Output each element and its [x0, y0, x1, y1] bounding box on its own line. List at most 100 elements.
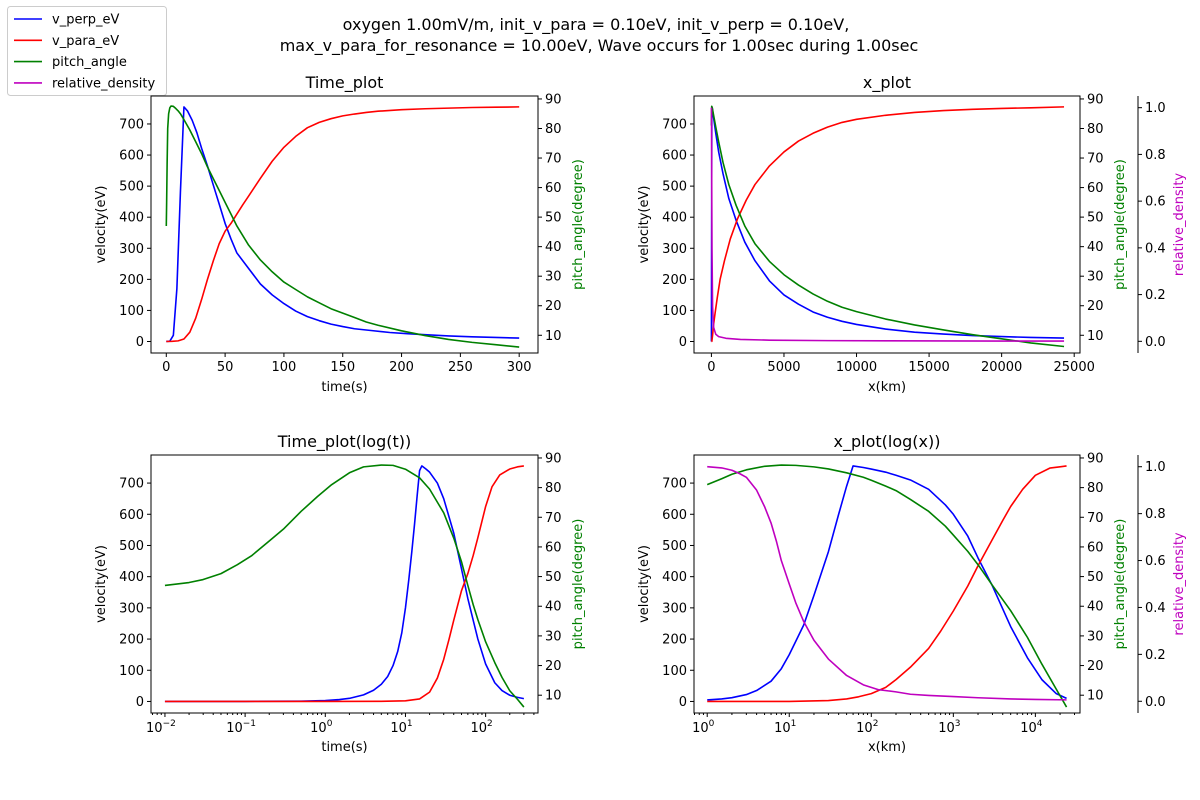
y-tick-label: 200	[662, 633, 687, 648]
y2-axis-label: pitch_angle(degree)	[571, 519, 586, 650]
legend-box	[7, 6, 167, 96]
y2-tick-label: 70	[1087, 511, 1104, 526]
x-tick-label: 250	[448, 360, 473, 375]
y3-tick-label: 0.8	[1145, 148, 1166, 163]
y-tick-label: 300	[662, 242, 687, 257]
axes-frame	[693, 95, 1081, 354]
y2-tick-label: 90	[545, 92, 562, 107]
y3-tick-label: 0.2	[1145, 648, 1166, 663]
chart-panel-4: x_plot(log(x))100 101 102 103 104x(km)010020…	[637, 432, 1187, 755]
series-line-v-para-eV	[711, 106, 1065, 343]
y-tick-label: 0	[136, 335, 144, 350]
x-tick-exponent: 4	[1037, 719, 1043, 729]
y2-tick-label: 80	[545, 481, 562, 496]
x-tick-label: 200	[389, 360, 414, 375]
x-axis-label: x(km)	[868, 380, 906, 395]
y2-tick-label: 70	[545, 511, 562, 526]
x-tick-exponent: −2	[163, 719, 176, 729]
y3-tick-label: 0.8	[1145, 507, 1166, 522]
series-line-v-para-eV	[164, 465, 524, 703]
legend-label-v-para-eV: v_para_eV	[52, 34, 119, 49]
series-group	[710, 105, 1065, 348]
y2-tick-label: 40	[1087, 600, 1104, 615]
x-axis-label: time(s)	[321, 740, 367, 755]
series-line-pitch-angle	[706, 464, 1068, 708]
y2-tick-label: 10	[1087, 329, 1104, 344]
x-tick-exponent: 0	[709, 719, 715, 729]
x-tick-label: 103	[938, 719, 960, 736]
y-axis-label: velocity(eV)	[94, 545, 109, 623]
suptitle-line1: oxygen 1.00mV/m, init_v_para = 0.10eV, i…	[343, 15, 850, 35]
x-tick-label: 10−2	[146, 719, 176, 736]
x-tick-exponent: 2	[873, 719, 879, 729]
y-tick-label: 100	[662, 304, 687, 319]
y2-tick-label: 80	[545, 122, 562, 137]
y2-tick-label: 70	[1087, 152, 1104, 167]
y2-tick-label: 10	[545, 689, 562, 704]
x-tick-label: 50	[217, 360, 234, 375]
x-tick-label: 101	[774, 719, 796, 736]
series-line-v-perp-eV	[710, 106, 1065, 342]
y-tick-label: 200	[119, 633, 144, 648]
x-tick-label: 10−1	[226, 719, 256, 736]
y2-tick-label: 20	[545, 659, 562, 674]
legend-label-relative-density: relative_density	[52, 76, 156, 91]
y2-tick-label: 50	[545, 570, 562, 585]
series-line-v-para-eV	[166, 106, 520, 343]
series-line-relative-density	[707, 465, 1067, 701]
y2-tick-label: 50	[545, 211, 562, 226]
series-line-pitch-angle	[710, 105, 1065, 348]
y2-tick-label: 50	[1087, 570, 1104, 585]
chart-panel-3: Time_plot(log(t))10−2 10−1 100 101 102time(s…	[94, 432, 586, 755]
y2-axis-label: pitch_angle(degree)	[571, 159, 586, 290]
x-tick-label: 101	[390, 719, 412, 736]
x-tick-label: 25000	[1054, 360, 1095, 375]
y2-axis-label: pitch_angle(degree)	[1113, 159, 1128, 290]
x-tick-exponent: 2	[487, 719, 493, 729]
x-tick-label: 104	[1020, 719, 1043, 736]
panel-title: Time_plot	[305, 73, 384, 93]
y3-tick-label: 0.4	[1145, 601, 1166, 616]
y-tick-label: 200	[662, 273, 687, 288]
legend-label-pitch-angle: pitch_angle	[52, 55, 127, 70]
x-tick-label: 20000	[981, 360, 1022, 375]
y2-tick-label: 30	[1087, 629, 1104, 644]
x-tick-exponent: 3	[955, 719, 961, 729]
y-tick-label: 600	[662, 508, 687, 523]
y2-tick-label: 60	[545, 181, 562, 196]
y2-tick-label: 50	[1087, 211, 1104, 226]
axes-frame	[150, 95, 539, 354]
x-tick-label: 300	[507, 360, 532, 375]
x-axis-label: time(s)	[321, 380, 367, 395]
y3-tick-label: 0.2	[1145, 288, 1166, 303]
y2-tick-label: 20	[545, 299, 562, 314]
y2-tick-label: 40	[545, 600, 562, 615]
y-tick-label: 0	[679, 335, 687, 350]
y-tick-label: 700	[119, 477, 144, 492]
y3-axis-label: relative_density	[1172, 173, 1187, 277]
y-tick-label: 500	[119, 180, 144, 195]
y2-tick-label: 30	[1087, 270, 1104, 285]
y2-tick-label: 10	[1087, 689, 1104, 704]
x-tick-exponent: 0	[327, 719, 333, 729]
figure-legend: v_perp_eV v_para_eV pitch_angle relative_de…	[7, 6, 167, 96]
y-tick-label: 300	[662, 601, 687, 616]
y3-tick-label: 0.0	[1145, 695, 1166, 710]
x-tick-exponent: 1	[407, 719, 413, 729]
x-tick-label: 102	[856, 719, 878, 736]
y2-tick-label: 80	[1087, 122, 1104, 137]
x-tick-label: 10000	[836, 360, 877, 375]
y-tick-label: 400	[119, 211, 144, 226]
series-line-v-perp-eV	[166, 106, 520, 343]
series-line-relative-density	[710, 107, 1065, 342]
y-tick-label: 400	[119, 570, 144, 585]
y-axis-label: velocity(eV)	[637, 545, 652, 623]
y-tick-label: 300	[119, 242, 144, 257]
x-tick-label: 100	[692, 719, 715, 736]
y2-tick-label: 60	[545, 540, 562, 555]
x-tick-label: 5000	[767, 360, 800, 375]
x-tick-label: 102	[470, 719, 492, 736]
y-axis-label: velocity(eV)	[94, 186, 109, 264]
x-tick-label: 100	[272, 360, 297, 375]
